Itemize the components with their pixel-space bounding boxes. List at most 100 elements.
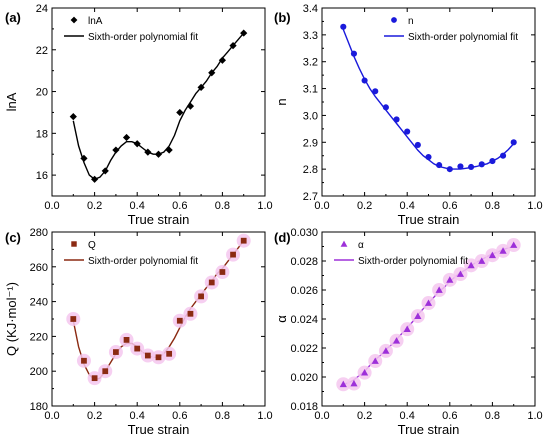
data-point [198,293,204,300]
data-point [361,369,369,376]
y-axis-label: n [274,98,289,105]
x-tick-label: 0.6 [172,200,187,212]
data-point [488,251,496,259]
data-point [208,279,215,286]
data-point [382,347,390,354]
y-tick-label: 0.022 [290,343,318,355]
y-tick-label: 200 [30,366,48,378]
data-point [499,247,507,254]
panel-label: (c) [5,230,21,245]
x-tick-label: 1.0 [527,410,542,422]
data-point [69,113,77,121]
data-point [510,139,517,146]
x-tick-label: 1.0 [257,200,272,212]
x-tick-label: 0.8 [485,200,500,212]
y-axis-label: Q (KJ·mol⁻¹) [4,282,19,356]
y-tick-label: 3.0 [303,110,318,122]
y-tick-label: 16 [36,170,48,182]
y-tick-label: 18 [36,128,48,140]
data-point [468,163,475,171]
y-tick-label: 180 [30,401,48,413]
y-tick-label: 220 [30,331,48,343]
data-point [436,162,443,169]
data-point [176,317,183,324]
legend-label-fit: Sixth-order polynomial fit [88,32,198,43]
data-point [123,337,130,343]
data-point [176,108,184,117]
y-tick-label: 3.1 [303,84,318,96]
y-tick-label: 24 [36,3,48,15]
x-tick-label: 0.0 [44,410,59,422]
legend-marker [391,17,397,23]
data-point [414,141,421,149]
x-tick-label: 0.4 [400,410,415,422]
data-point [70,316,77,322]
data-point [339,380,347,388]
fit-line [342,29,515,170]
data-point [208,69,216,77]
data-point [467,261,475,269]
x-tick-label: 0.2 [357,410,372,422]
x-tick-label: 1.0 [257,410,272,422]
data-point [112,146,120,154]
data-point [101,167,109,175]
data-point [446,166,453,173]
data-point [393,116,400,123]
chart-panel-4: 0.0 0.2 0.4 0.6 0.8 1.0 0.018 0.020 0.022 0.024 0.… [274,227,543,437]
chart-panel-3: 0.0 0.2 0.4 0.6 0.8 1.0 180 200 220 240 260 280 True… [4,227,273,437]
data-point [372,88,379,95]
data-point [350,50,358,57]
x-tick-label: 0.2 [357,200,372,212]
y-tick-label: 20 [36,87,48,99]
x-axis-label: True strain [398,422,460,437]
x-tick-label: 0.6 [442,200,457,212]
y-tick-label: 0.026 [290,285,318,297]
data-point [456,270,465,277]
legend-label-points: Q [88,240,96,251]
data-point [392,337,401,344]
data-point [197,83,205,91]
panel-label: (b) [274,10,291,25]
y-tick-label: 280 [30,227,48,239]
data-point [403,325,411,333]
data-point [144,352,151,359]
data-point [404,128,411,135]
y-tick-label: 2.8 [303,164,318,176]
data-point [229,42,237,50]
y-axis-label: α [274,315,289,323]
y-tick-label: 0.028 [290,256,318,268]
x-tick-label: 0.8 [215,410,230,422]
data-point [489,158,496,165]
x-tick-label: 0.6 [442,410,457,422]
y-tick-label: 260 [30,262,48,274]
data-point [350,379,358,387]
legend-label-fit: Sixth-order polynomial fit [408,32,518,43]
x-tick-label: 0.6 [172,410,187,422]
x-tick-label: 0.8 [215,200,230,212]
chart-panel-1: 0.0 0.2 0.4 0.6 0.8 1.0 16 18 20 22 24 True strain l… [4,3,273,227]
data-point [122,133,131,142]
y-tick-label: 3.2 [303,57,318,69]
data-point [166,350,173,357]
data-point [102,368,109,375]
chart-panel-2: 0.0 0.2 0.4 0.6 0.8 1.0 2.7 2.8 2.9 3.0 3.1 3.2 3.3 3… [274,3,543,227]
data-point [186,102,195,110]
data-point [91,175,99,183]
data-point [81,357,87,364]
legend-label-points: n [408,16,414,27]
legend-marker [71,241,77,247]
x-tick-label: 0.0 [314,200,329,212]
y-tick-label: 0.018 [290,401,318,413]
data-point [154,150,163,158]
x-axis-label: True strain [128,212,190,227]
data-point [134,345,141,352]
data-point [382,104,389,111]
data-point [144,148,152,156]
y-tick-label: 0.030 [290,227,318,239]
data-point [435,286,443,293]
y-tick-label: 3.3 [303,30,318,42]
data-point [240,29,248,37]
y-tick-label: 0.020 [290,372,318,384]
data-point [219,269,226,275]
legend-label-points: α [358,240,364,251]
